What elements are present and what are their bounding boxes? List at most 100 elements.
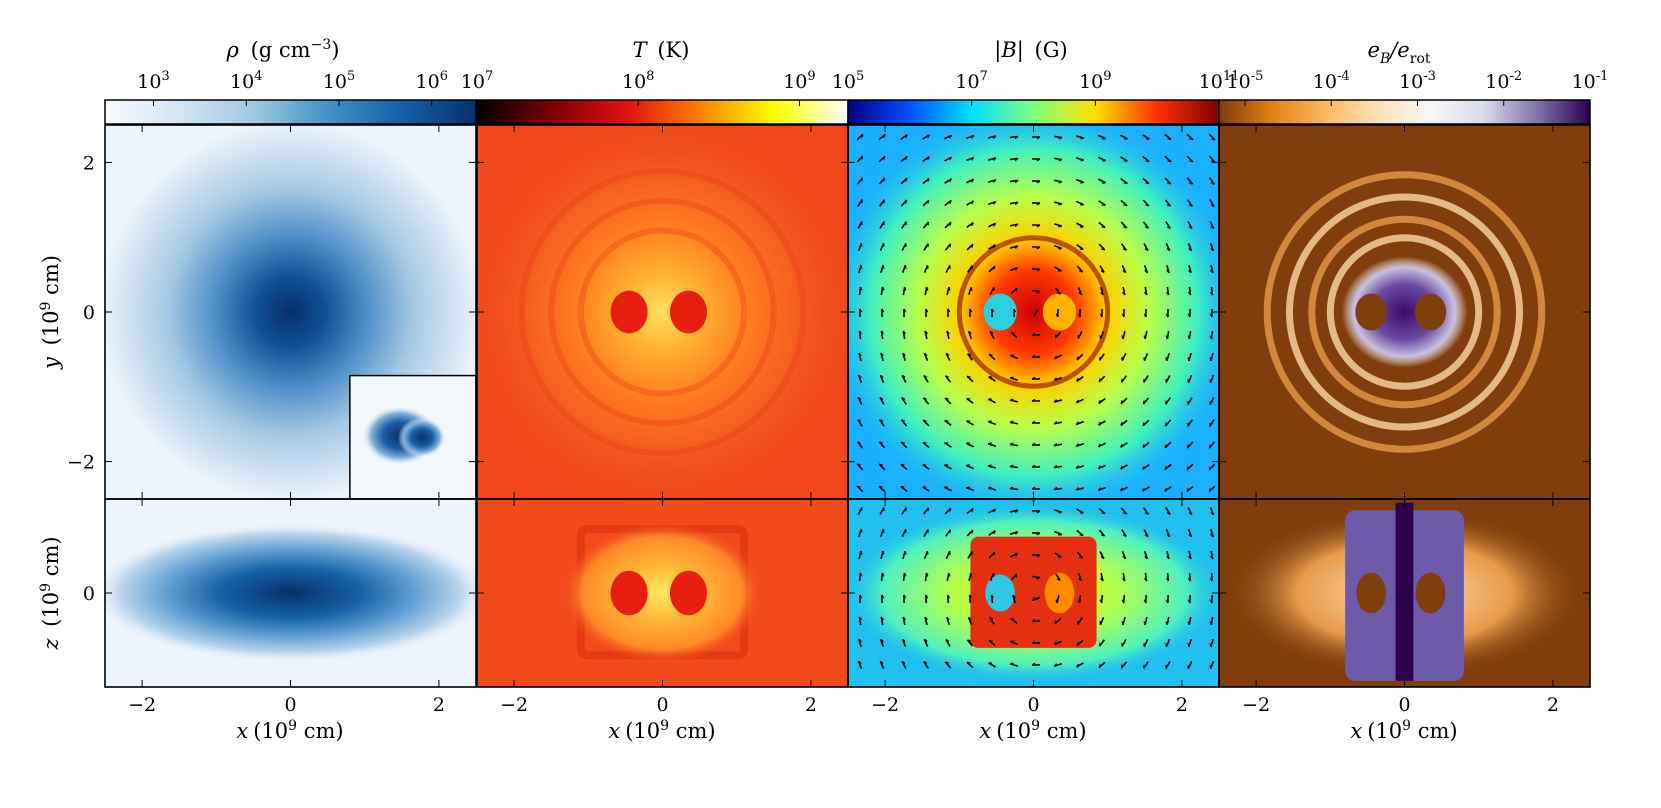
- magnetic-xy-envelope: [848, 125, 1219, 499]
- field-vector-head-xz: [1076, 663, 1079, 668]
- field-vector-head-xy: [1120, 443, 1123, 448]
- field-vector-head-xy: [948, 134, 953, 139]
- svg-text:x(109 cm): x (109 cm): [236, 718, 343, 743]
- x-tick-label: 0: [1398, 694, 1410, 716]
- x-axis-label-col4: x (109 cm): [1350, 718, 1457, 743]
- field-vector-head-xz: [1188, 512, 1193, 516]
- field-vector-head-xy: [1166, 247, 1171, 252]
- field-vector-head-xy: [1208, 466, 1211, 471]
- field-vector-head-xy: [1188, 204, 1193, 207]
- field-vector-head-xz: [904, 551, 907, 555]
- field-vector-head-xz: [1121, 599, 1125, 604]
- field-vector-head-xy: [1142, 400, 1145, 405]
- colorbar-B-tick-label: 107: [955, 69, 987, 93]
- svg-text:|B| (G): |B| (G): [994, 38, 1067, 63]
- field-vector-head-xy: [1165, 357, 1168, 361]
- field-vector-head-xy: [905, 177, 908, 182]
- field-vector-head-xy: [1123, 204, 1128, 207]
- energy-ratio-xy-ring: [1308, 215, 1501, 409]
- colorbar-title-rho: ρ (g cm−3): [226, 37, 340, 62]
- field-vector-head-xy: [1058, 225, 1063, 228]
- field-vector-head-xz: [1098, 664, 1101, 668]
- field-vector-head-xz: [1009, 662, 1014, 665]
- field-vector-head-xy: [1031, 420, 1036, 424]
- field-vector-head-xy: [1167, 182, 1171, 185]
- field-vector-head-xy: [1166, 269, 1170, 274]
- field-vector-head-xz: [858, 660, 862, 665]
- field-vector-head-xy: [1142, 422, 1145, 427]
- field-vector-head-xy: [857, 441, 862, 444]
- colorbar-eB_over_erot-tick-label: 10-4: [1313, 69, 1350, 93]
- field-vector-head-xy: [1164, 444, 1167, 449]
- field-vector-head-xy: [1142, 444, 1145, 448]
- colorbar-rho-tick-label: 104: [230, 69, 262, 93]
- field-vector-head-xz: [1120, 664, 1123, 669]
- density-inset-core-2: [397, 417, 446, 458]
- field-vector-head-xz: [902, 638, 906, 643]
- field-vector-head-xy: [1014, 223, 1019, 227]
- field-vector-head-xy: [1121, 313, 1125, 318]
- field-vector-head-xy: [970, 135, 975, 139]
- field-vector-head-xz: [1210, 511, 1215, 516]
- field-vector-head-xy: [1209, 291, 1214, 296]
- field-vector-head-xz: [858, 638, 862, 643]
- field-vector-head-xy: [1078, 291, 1083, 296]
- colorbar-title-magnetic-field: |B| (G): [994, 38, 1067, 63]
- field-vector-head-xz: [859, 572, 863, 577]
- field-vector-head-xz: [879, 660, 884, 665]
- field-vector-head-xy: [1167, 138, 1172, 141]
- field-vector-head-xy: [969, 308, 973, 313]
- field-vector-head-xz: [859, 594, 863, 599]
- field-vector-head-xy: [1014, 157, 1019, 162]
- field-vector-head-xy: [948, 286, 951, 291]
- field-vector-head-xz: [966, 661, 971, 664]
- field-vector-head-xy: [1188, 247, 1192, 252]
- colorbar-rho-tick-label: 103: [137, 69, 169, 93]
- y-axis-label-top: y (109 cm): [38, 255, 63, 370]
- temperature-xz-core-2: [669, 570, 708, 616]
- field-vector-head-xy: [883, 155, 886, 160]
- field-vector-head-xy: [949, 200, 952, 205]
- field-vector-head-xy: [1122, 291, 1126, 296]
- field-vector-head-xy: [1187, 313, 1191, 318]
- field-vector-head-xz: [947, 594, 951, 599]
- field-vector-head-xy: [1099, 335, 1102, 339]
- colorbar-rho-tick-label: 105: [323, 69, 355, 93]
- field-vector-head-xy: [968, 330, 972, 335]
- field-vector-head-xz: [1165, 577, 1170, 582]
- y-axis-label-bottom: z (109 cm): [38, 536, 63, 650]
- colorbar-B-tick-label: 1011: [1199, 69, 1240, 93]
- energy-ratio-xz-spine: [1395, 502, 1414, 681]
- field-vector-head-xy: [857, 419, 862, 422]
- field-vector-head-xy: [1119, 487, 1123, 492]
- panel-energy-ratio-xy: [1219, 125, 1590, 499]
- field-vector-head-xy: [878, 485, 883, 488]
- field-vector-head-xz: [1143, 621, 1146, 626]
- field-vector-head-xz: [993, 530, 996, 535]
- field-vector-head-xy: [989, 330, 994, 334]
- field-vector-head-xz: [1121, 621, 1124, 625]
- panel-density-xy: [105, 125, 476, 499]
- field-vector-head-xz: [989, 617, 994, 620]
- field-vector-head-xz: [1031, 662, 1036, 666]
- field-vector-head-xy: [858, 352, 862, 357]
- colorbar-B: [847, 99, 1220, 125]
- magnetic-xz-core-2: [1044, 572, 1075, 614]
- field-vector-head-xy: [923, 374, 928, 378]
- field-vector-head-xy: [949, 221, 952, 226]
- field-vector-head-xy: [971, 200, 975, 205]
- svg-text:x(109 cm): x (109 cm): [1350, 718, 1457, 743]
- field-vector-head-xz: [1143, 577, 1148, 582]
- field-vector-head-xz: [1187, 621, 1190, 626]
- field-vector-head-xz: [970, 572, 973, 577]
- field-vector-head-xz: [880, 616, 885, 621]
- field-vector-head-xy: [905, 199, 908, 204]
- svg-text:x(109 cm): x (109 cm): [608, 718, 715, 743]
- field-vector-head-xz: [990, 594, 995, 599]
- field-vector-head-xy: [861, 133, 864, 138]
- field-vector-head-xy: [1058, 181, 1063, 184]
- field-vector-head-xy: [1031, 332, 1036, 337]
- field-vector-head-xy: [1188, 226, 1193, 230]
- field-vector-head-xy: [881, 286, 885, 291]
